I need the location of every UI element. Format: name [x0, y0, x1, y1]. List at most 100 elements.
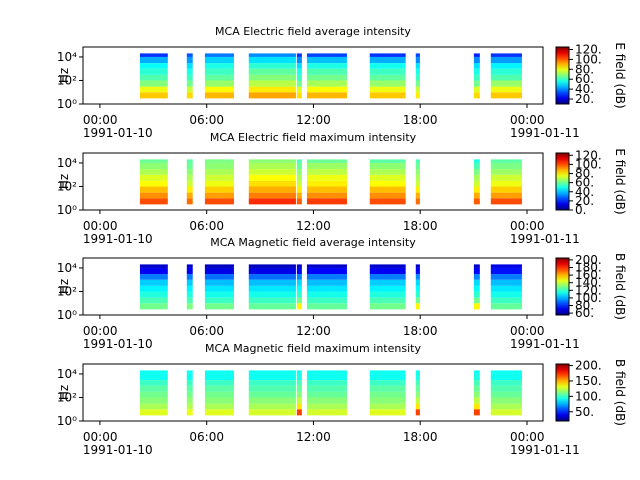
spectrogram-cell — [306, 174, 347, 181]
spectrogram-cell — [490, 264, 522, 268]
spectrogram-cell — [369, 74, 406, 81]
spectrogram-cell — [248, 285, 296, 292]
spectrogram-cell — [490, 192, 522, 199]
colorbar-tick-label: 180. — [575, 261, 602, 275]
spectrogram-cell — [204, 297, 234, 304]
spectrogram-cell — [204, 285, 234, 292]
spectrogram-cell — [415, 285, 420, 292]
spectrogram-cell — [296, 391, 302, 398]
spectrogram-cell — [473, 297, 480, 304]
spectrogram-cell — [248, 409, 296, 416]
spectrogram-cell — [204, 174, 234, 181]
spectrogram-cell — [490, 53, 522, 57]
spectrogram-cell — [306, 74, 347, 81]
spectrogram-cell — [186, 68, 193, 75]
spectrogram-cell — [490, 74, 522, 81]
spectrogram-cell — [415, 409, 420, 416]
spectrogram-cell — [306, 162, 347, 170]
spectrogram-cell — [306, 192, 347, 199]
spectrogram-cell — [306, 297, 347, 304]
spectrogram-cell — [139, 274, 168, 280]
y-axis-label: Hz — [57, 174, 71, 189]
y-tick-label: 10² — [57, 390, 77, 404]
spectrogram-cell — [139, 169, 168, 175]
spectrogram-cell — [369, 86, 406, 93]
spectrogram-cell — [248, 198, 296, 205]
spectrogram-cell — [296, 53, 302, 57]
spectrogram-cell — [204, 264, 234, 268]
spectrogram-cell — [186, 56, 193, 64]
spectrogram-cell — [473, 385, 480, 392]
y-tick-label: 10² — [57, 284, 77, 298]
spectrogram-cell — [296, 264, 302, 268]
spectrogram-cell — [204, 373, 234, 381]
spectrogram-cell — [415, 169, 420, 175]
spectrogram-cell — [296, 291, 302, 298]
spectrogram-cell — [204, 180, 234, 187]
spectrogram-cell — [296, 63, 302, 69]
spectrogram-cell — [186, 186, 193, 193]
spectrogram-cell — [296, 162, 302, 170]
colorbar-tick-label: 160. — [575, 268, 602, 282]
spectrogram-cell — [473, 74, 480, 81]
spectrogram-cell — [296, 74, 302, 81]
spectrogram-cell — [473, 279, 480, 286]
spectrogram-cell — [473, 162, 480, 170]
spectrogram-cell — [248, 373, 296, 381]
spectrogram-cell — [248, 74, 296, 81]
x-tick-label: 00:00 1991-01-10 — [83, 324, 153, 351]
spectrogram-cell — [415, 397, 420, 404]
colorbar-tick-label: 100. — [575, 52, 602, 66]
spectrogram-cell — [369, 186, 406, 193]
spectrogram-cell — [369, 380, 406, 386]
spectrogram-cell — [415, 370, 420, 374]
spectrogram-cell — [369, 297, 406, 304]
x-tick-label: 00:00 1991-01-10 — [83, 113, 153, 140]
x-tick-label: 00:00 1991-01-11 — [510, 113, 580, 140]
spectrogram-cell — [186, 409, 193, 416]
spectrogram-cell — [186, 279, 193, 286]
spectrogram-cell — [369, 391, 406, 398]
colorbar-tick-label: 200. — [575, 253, 602, 267]
spectrogram-cell — [473, 397, 480, 404]
spectrogram-cell — [415, 297, 420, 304]
spectrogram-cell — [415, 63, 420, 69]
spectrogram-cell — [306, 385, 347, 392]
spectrogram-cell — [296, 274, 302, 280]
spectrogram-cell — [204, 391, 234, 398]
spectrogram-cell — [415, 192, 420, 199]
colorbar-label: B field (dB) — [613, 253, 627, 320]
spectrogram-cell — [473, 192, 480, 199]
spectrogram-cell — [204, 291, 234, 298]
spectrogram-cell — [306, 264, 347, 268]
x-tick-label: 12:00 — [296, 113, 331, 127]
x-tick-label: 00:00 1991-01-11 — [510, 430, 580, 457]
colorbar — [555, 46, 570, 105]
x-tick-label: 00:00 1991-01-11 — [510, 219, 580, 246]
spectrogram-cell — [490, 403, 522, 410]
spectrogram-cell — [473, 86, 480, 93]
spectrogram-cell — [248, 291, 296, 298]
spectrogram-cell — [306, 159, 347, 163]
spectrogram-cell — [415, 92, 420, 99]
spectrogram-cell — [186, 373, 193, 381]
spectrogram-cell — [248, 264, 296, 268]
spectrogram-cell — [204, 198, 234, 205]
spectrogram-cell — [369, 56, 406, 64]
spectrogram-cell — [186, 86, 193, 93]
spectrogram-cell — [139, 159, 168, 163]
spectrogram-cell — [415, 180, 420, 187]
spectrogram-cell — [186, 403, 193, 410]
spectrogram-cell — [490, 198, 522, 205]
spectrogram-cell — [473, 80, 480, 87]
spectrogram-cell — [473, 159, 480, 163]
spectrogram-cell — [490, 385, 522, 392]
spectrogram-cell — [204, 63, 234, 69]
x-tick-label: 00:00 1991-01-10 — [83, 430, 153, 457]
spectrogram-cell — [248, 92, 296, 99]
spectrogram-cell — [415, 198, 420, 205]
spectrogram-cell — [248, 391, 296, 398]
spectrogram-cell — [415, 385, 420, 392]
spectrogram-cell — [248, 68, 296, 75]
spectrogram-cell — [204, 68, 234, 75]
